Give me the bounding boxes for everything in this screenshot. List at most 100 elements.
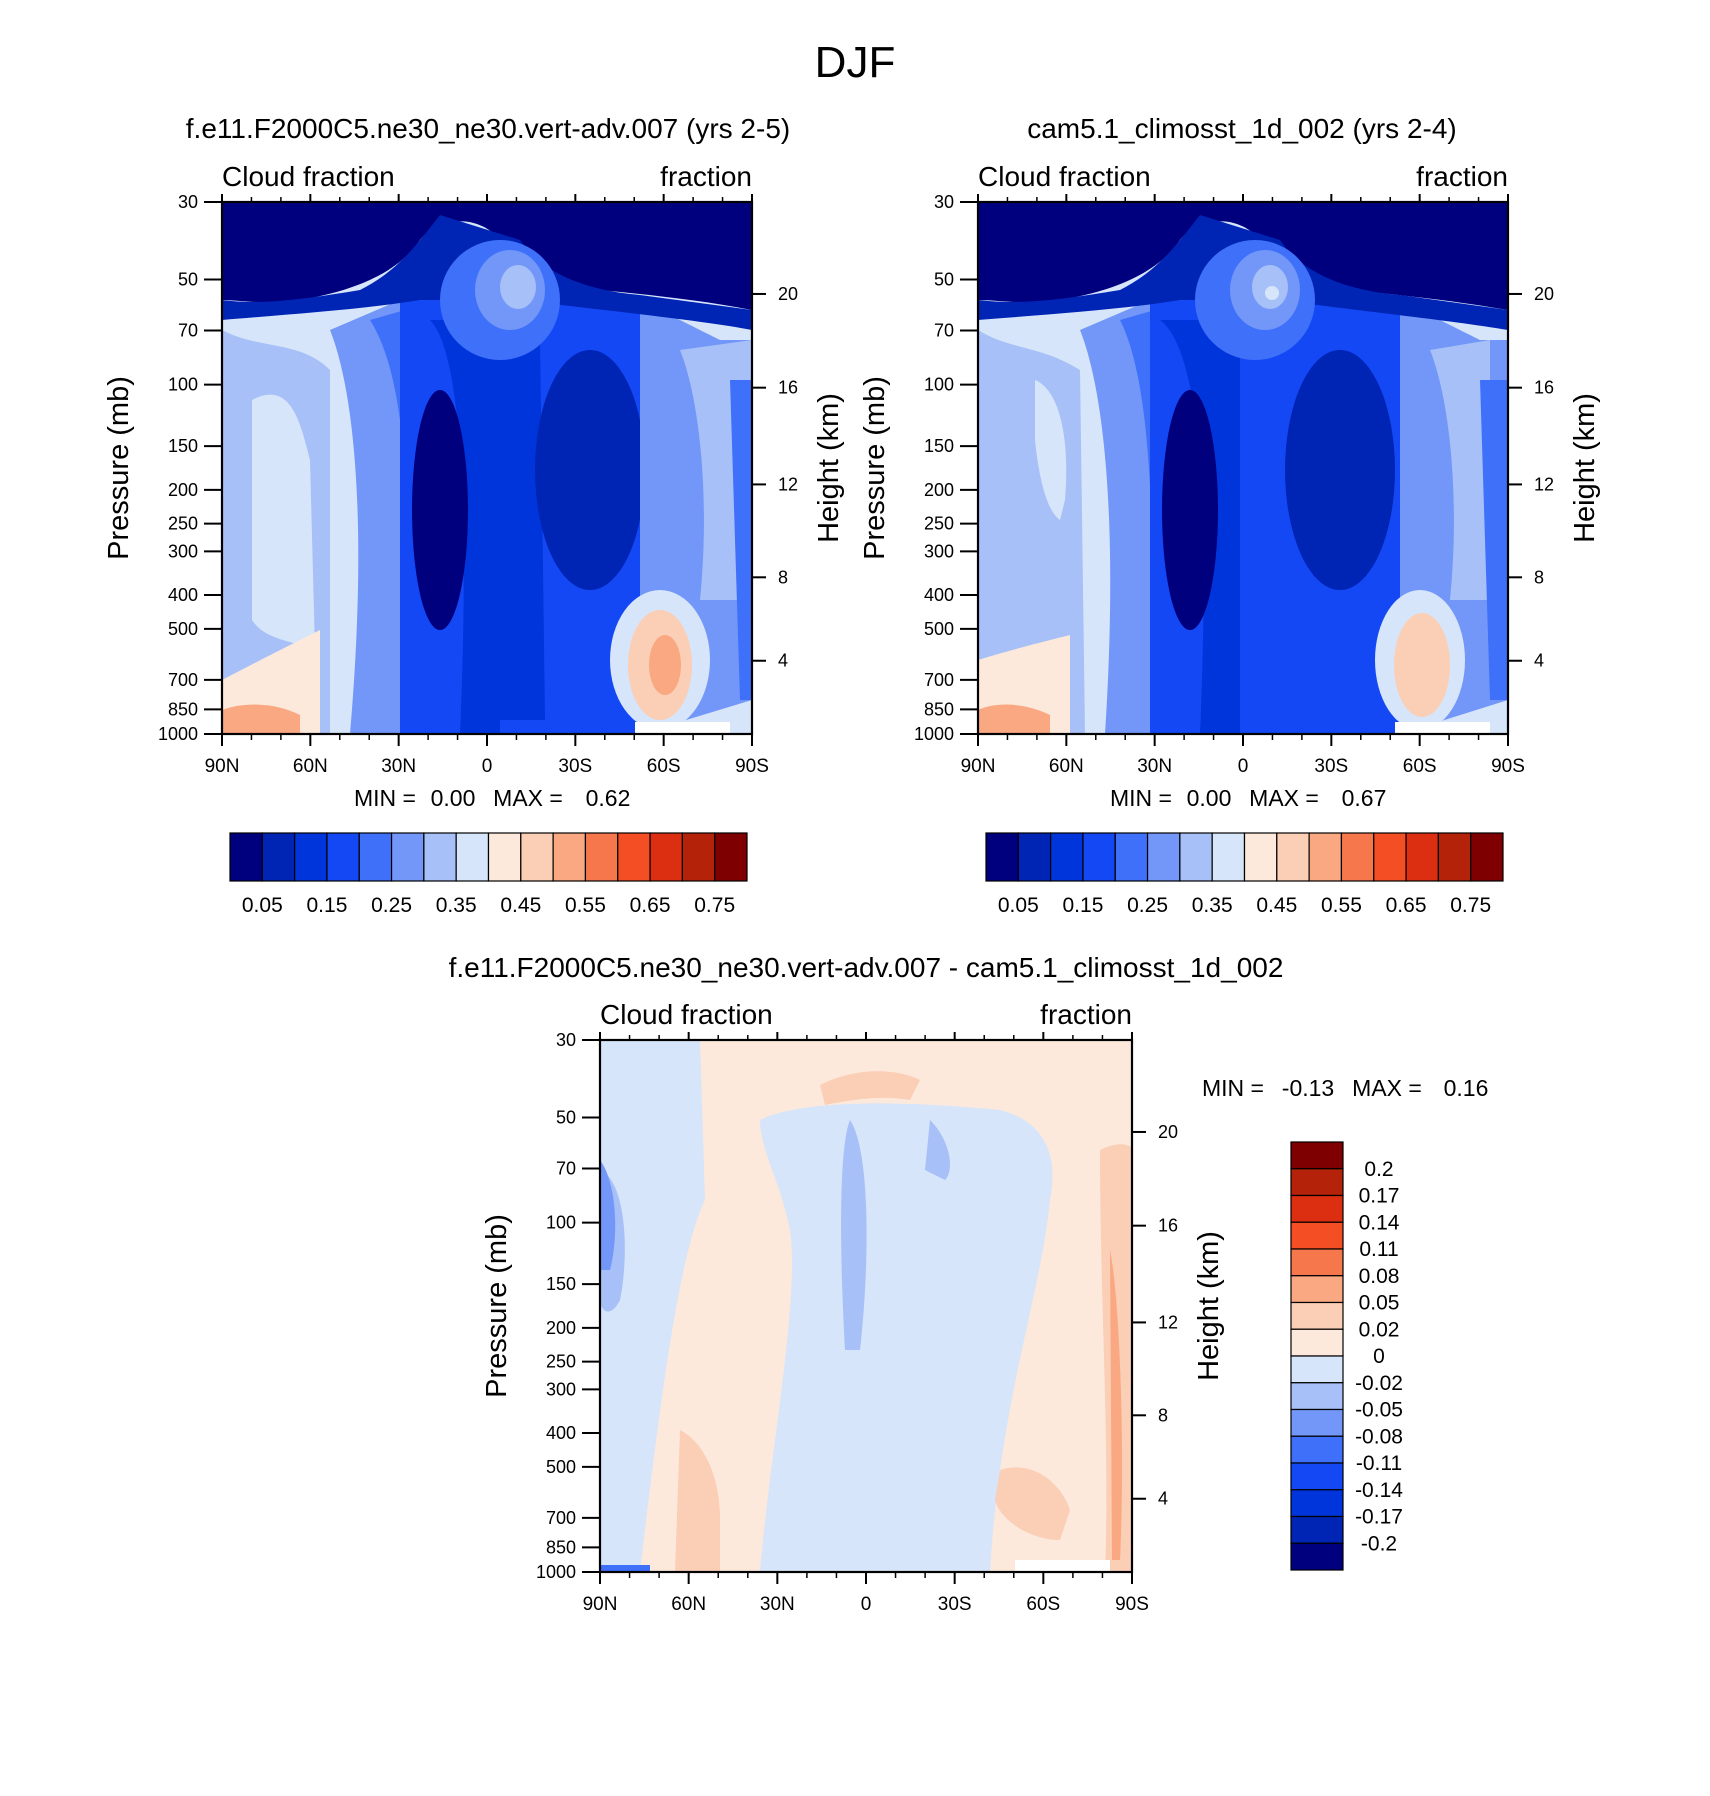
contour-band xyxy=(252,394,315,650)
colorbar-box xyxy=(1290,1542,1344,1571)
pressure-axis: 30 50 70 100 150 200 250 300 400 500 700 850 1000 xyxy=(158,192,222,744)
height-tick-label: 8 xyxy=(1158,1405,1168,1425)
colorbar-box xyxy=(1290,1301,1344,1330)
contour-band xyxy=(470,319,545,720)
colorbar-label: 0.75 xyxy=(694,894,735,917)
colorbar-box xyxy=(1050,832,1084,882)
max-label: MAX = xyxy=(493,785,563,811)
colorbar-label: 0.2 xyxy=(1364,1158,1393,1181)
colorbar-box xyxy=(1290,1275,1344,1304)
latitude-tick-label: 90S xyxy=(735,756,769,777)
y-right-axis-label: Height (km) xyxy=(813,393,845,543)
height-tick-label: 4 xyxy=(778,651,788,671)
contour-band xyxy=(1110,1250,1122,1560)
pressure-tick-label: 200 xyxy=(546,1318,576,1338)
colorbar-box xyxy=(1290,1355,1344,1384)
colorbar-label: 0.35 xyxy=(1192,894,1233,917)
contour-band xyxy=(649,635,681,695)
colorbar-box xyxy=(584,832,619,882)
missing-data xyxy=(635,722,730,734)
colorbar-box xyxy=(294,832,328,882)
height-tick-label: 16 xyxy=(1158,1216,1178,1236)
latitude-axis: 90N 60N 30N 0 30S 60S 90S xyxy=(961,194,1525,777)
colorbar-box xyxy=(1211,832,1246,882)
colorbar-box xyxy=(617,832,651,882)
contour-band xyxy=(330,300,400,734)
colorbar-box xyxy=(1290,1515,1344,1544)
colorbar-box xyxy=(552,832,587,882)
latitude-tick-label: 30N xyxy=(1137,756,1172,777)
y-axis-label: Pressure (mb) xyxy=(103,376,135,560)
latitude-tick-label: 30S xyxy=(1314,756,1348,777)
colorbar-box xyxy=(229,832,263,882)
latitude-tick-label: 30S xyxy=(938,1594,972,1615)
contour-band xyxy=(925,1120,950,1180)
colorbar: 0.2 0.17 0.14 0.11 0.08 0.05 0.02 0 -0.02 -0.05 -0… xyxy=(1290,1141,1403,1571)
height-tick-label: 4 xyxy=(1158,1489,1168,1509)
contour-band xyxy=(841,1120,867,1350)
colorbar-box xyxy=(455,832,490,882)
colorbar-box xyxy=(1437,832,1472,882)
pressure-axis: 30 50 70 100 150 200 250 300 400 500 700 850 1000 xyxy=(536,1030,600,1582)
latitude-tick-label: 60S xyxy=(1403,756,1437,777)
contour-band xyxy=(995,1467,1070,1540)
colorbar-label: 0.17 xyxy=(1359,1185,1400,1208)
colorbar-label: 0.05 xyxy=(242,894,283,917)
max-label: MAX = xyxy=(1249,785,1319,811)
contour-band xyxy=(1080,300,1150,734)
contour-band xyxy=(1265,286,1279,300)
latitude-tick-label: 90S xyxy=(1491,756,1525,777)
colorbar-label: 0.05 xyxy=(1359,1292,1400,1315)
y-right-axis-label: Height (km) xyxy=(1193,1231,1225,1381)
colorbar-box xyxy=(1405,832,1439,882)
pressure-tick-label: 100 xyxy=(168,375,198,395)
colorbar-label: 0.65 xyxy=(630,894,671,917)
contour-band xyxy=(978,704,1050,734)
min-value: 0.00 xyxy=(1187,785,1232,811)
colorbar-box xyxy=(390,832,425,882)
height-tick-label: 12 xyxy=(1158,1312,1178,1332)
colorbar-label: -0.17 xyxy=(1355,1506,1403,1529)
pressure-axis: 30 50 70 100 150 200 250 300 400 500 700 850 1000 xyxy=(914,192,978,744)
latitude-axis: 90N 60N 30N 0 30S 60S 90S xyxy=(583,1032,1149,1615)
contour-band xyxy=(500,265,536,309)
colorbar: 0.05 0.15 0.25 0.35 0.45 0.55 0.65 0.75 xyxy=(229,832,748,917)
panel-title: f.e11.F2000C5.ne30_ne30.vert-adv.007 - c… xyxy=(449,952,1284,983)
pressure-tick-label: 500 xyxy=(546,1457,576,1477)
contour-band xyxy=(600,1565,650,1572)
colorbar-box xyxy=(1290,1408,1344,1437)
latitude-tick-label: 90N xyxy=(583,1594,618,1615)
colorbar-label: -0.08 xyxy=(1355,1425,1403,1448)
contour-field xyxy=(222,202,752,734)
colorbar-label: 0 xyxy=(1373,1345,1385,1368)
pressure-tick-label: 30 xyxy=(178,192,198,212)
pressure-tick-label: 250 xyxy=(546,1352,576,1372)
min-label: MIN = xyxy=(354,785,416,811)
contour-band xyxy=(535,350,645,590)
contour-band xyxy=(1035,380,1067,520)
pressure-tick-label: 300 xyxy=(546,1379,576,1399)
left-corner-label: Cloud fraction xyxy=(600,999,773,1030)
colorbar-label: 0.02 xyxy=(1359,1318,1400,1341)
pressure-tick-label: 100 xyxy=(546,1213,576,1233)
colorbar: 0.05 0.15 0.25 0.35 0.45 0.55 0.65 0.75 xyxy=(985,832,1504,917)
height-tick-label: 20 xyxy=(778,284,798,304)
contour-band xyxy=(412,390,468,630)
colorbar-box xyxy=(487,832,522,882)
pressure-tick-label: 700 xyxy=(546,1508,576,1528)
colorbar-box xyxy=(649,832,683,882)
pressure-tick-label: 700 xyxy=(924,670,954,690)
panel-difference: f.e11.F2000C5.ne30_ne30.vert-adv.007 - c… xyxy=(449,952,1489,1615)
contour-band xyxy=(222,202,752,310)
min-value: 0.00 xyxy=(431,785,476,811)
contour-band xyxy=(1480,380,1508,700)
contour-band xyxy=(600,1160,616,1270)
colorbar-label: 0.65 xyxy=(1386,894,1427,917)
latitude-tick-label: 60S xyxy=(1026,1594,1060,1615)
pressure-tick-label: 400 xyxy=(168,585,198,605)
colorbar-box xyxy=(1082,832,1116,882)
colorbar-box xyxy=(1290,1435,1344,1464)
colorbar-label: 0.25 xyxy=(1127,894,1168,917)
contour-band xyxy=(820,1071,920,1105)
